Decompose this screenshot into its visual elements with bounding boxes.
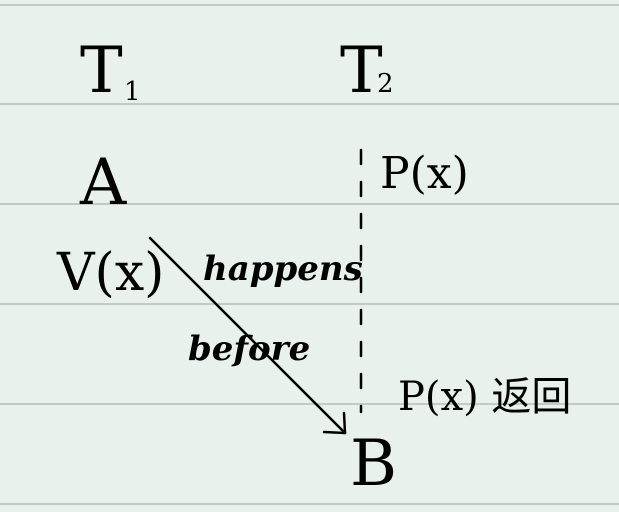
happens-label: happens [203,249,363,289]
thread2-subscript: 2 [377,69,394,99]
happens-before-arrow [148,236,347,435]
thread1-title: T [80,34,123,108]
event-p-operation: P(x) [380,148,469,199]
event-v-operation: V(x) [56,243,164,303]
ruled-lines [0,4,619,505]
before-label: before [188,329,310,369]
thread2-title: T [340,34,383,108]
arrow-head [322,411,347,435]
event-b: B [350,427,397,501]
event-a: A [79,146,127,220]
event-p-return: P(x) 返回 [398,374,571,420]
thread1-subscript: 1 [124,77,141,107]
